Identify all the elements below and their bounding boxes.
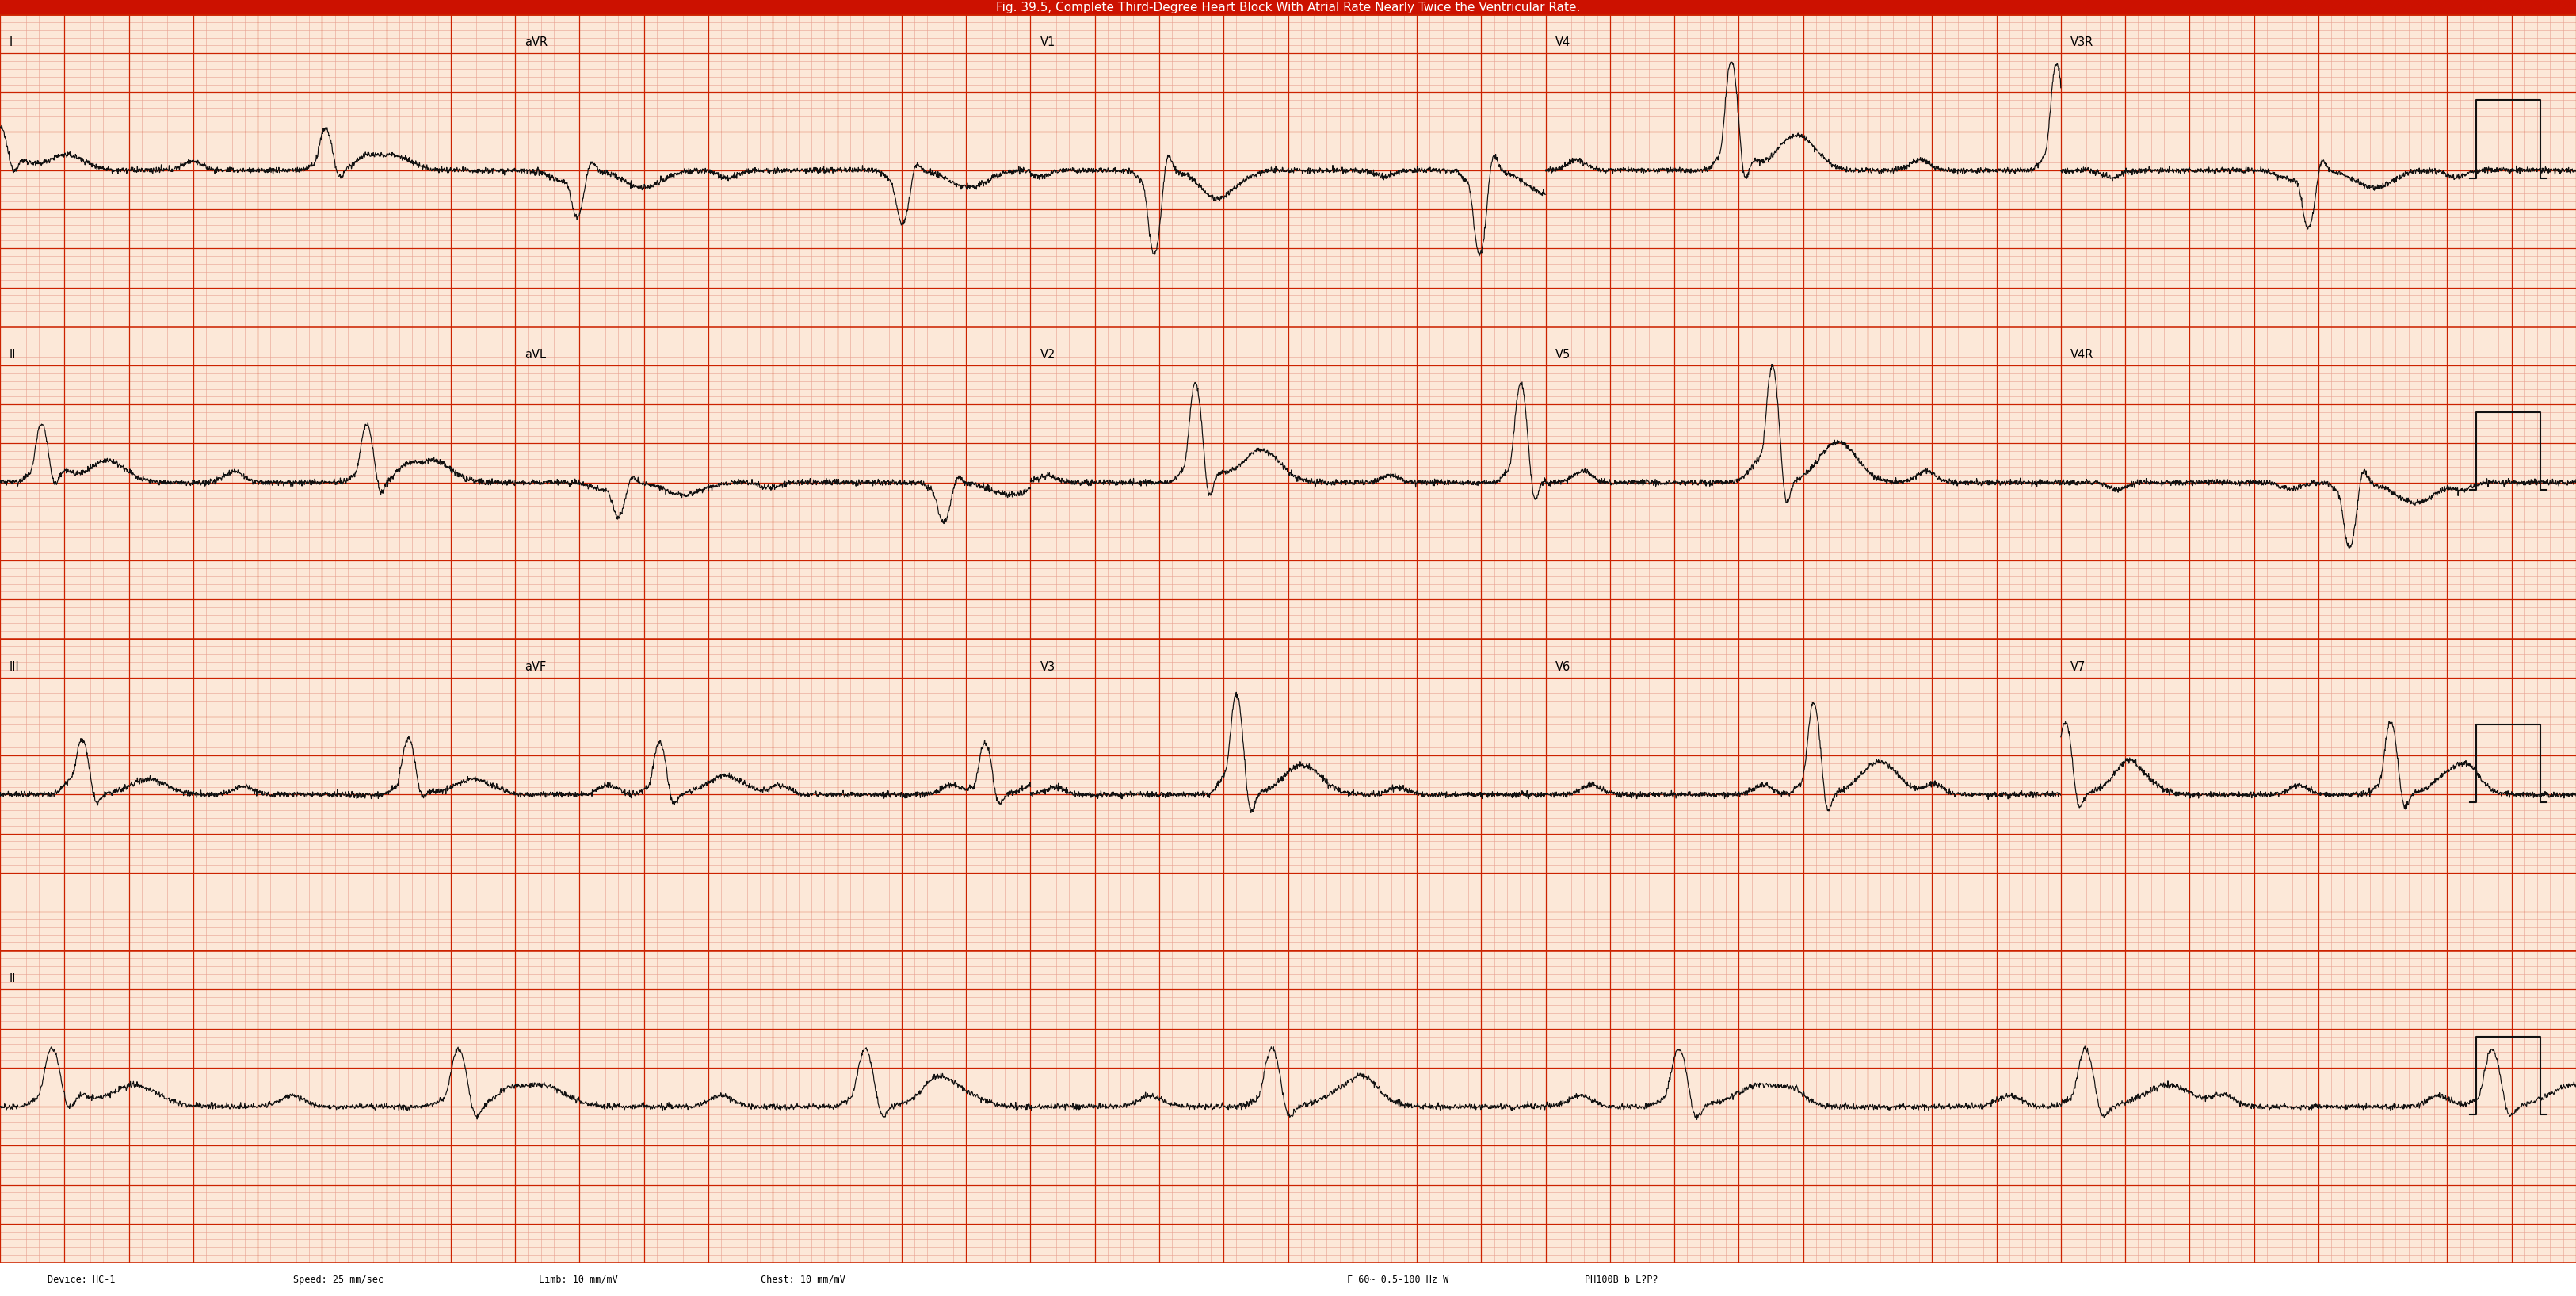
Bar xyxy=(0,1262,2576,1296)
Text: V7: V7 xyxy=(2071,661,2087,673)
Text: V4R: V4R xyxy=(2071,349,2094,360)
Text: II: II xyxy=(10,349,15,360)
Text: aVF: aVF xyxy=(526,661,546,673)
Text: Limb: 10 mm/mV: Limb: 10 mm/mV xyxy=(538,1274,618,1284)
Text: V4: V4 xyxy=(1556,36,1571,48)
Text: PH100B b L?P?: PH100B b L?P? xyxy=(1584,1274,1659,1284)
Text: F 60~ 0.5-100 Hz W: F 60~ 0.5-100 Hz W xyxy=(1347,1274,1448,1284)
Text: aVL: aVL xyxy=(526,349,546,360)
Text: V3R: V3R xyxy=(2071,36,2094,48)
Text: V6: V6 xyxy=(1556,661,1571,673)
Text: V1: V1 xyxy=(1041,36,1056,48)
Text: Speed: 25 mm/sec: Speed: 25 mm/sec xyxy=(294,1274,384,1284)
Text: II: II xyxy=(10,973,15,985)
Text: Fig. 39.5, Complete Third-Degree Heart Block With Atrial Rate Nearly Twice the V: Fig. 39.5, Complete Third-Degree Heart B… xyxy=(997,1,1579,13)
Text: Chest: 10 mm/mV: Chest: 10 mm/mV xyxy=(760,1274,845,1284)
Text: Device: HC-1: Device: HC-1 xyxy=(46,1274,116,1284)
Text: V5: V5 xyxy=(1556,349,1571,360)
Text: I: I xyxy=(10,36,13,48)
Text: V3: V3 xyxy=(1041,661,1056,673)
Text: V2: V2 xyxy=(1041,349,1056,360)
Bar xyxy=(0,0,2576,14)
Text: III: III xyxy=(10,661,21,673)
Text: aVR: aVR xyxy=(526,36,549,48)
